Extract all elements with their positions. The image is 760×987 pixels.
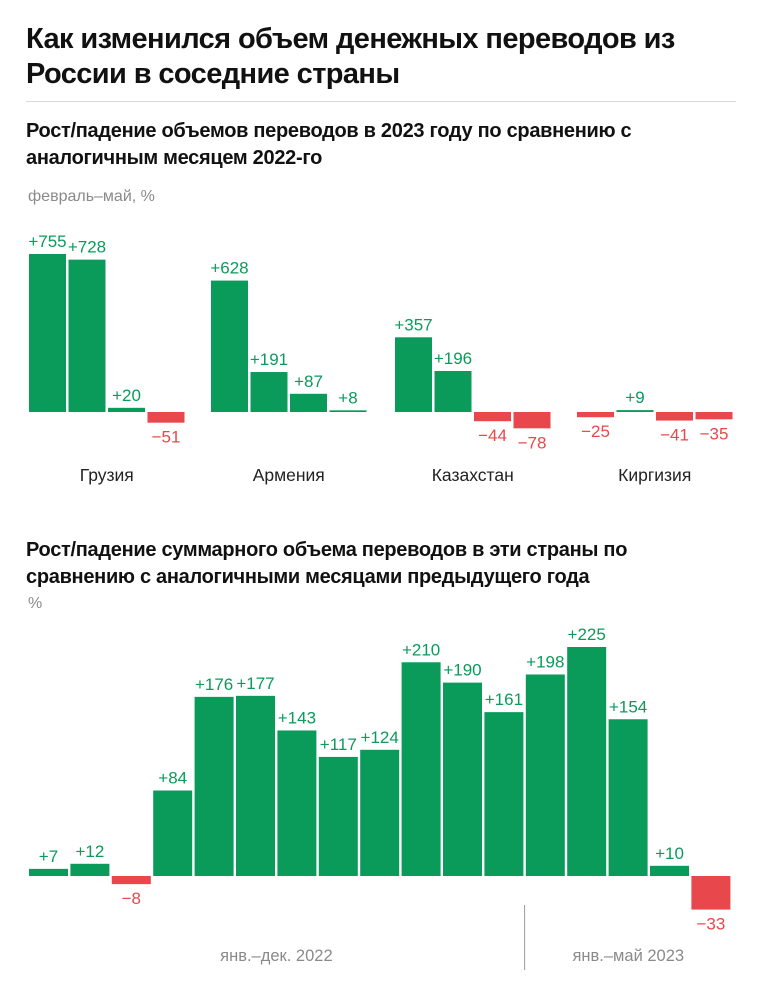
chart1-bar-2-3 [513, 412, 551, 429]
chart2-title: Рост/падение суммарного объема переводов… [26, 539, 628, 588]
page-title: Как изменился объем денежных переводов и… [26, 23, 675, 90]
chart2-bar-1 [70, 863, 110, 876]
chart2-data-label-3: +84 [158, 769, 187, 788]
chart2-data-label-4: +176 [195, 675, 233, 694]
chart1-bar-2-0 [395, 337, 432, 412]
period-label-2022: янв.–дек. 2022 [220, 947, 332, 965]
chart1-unit-label: февраль–май, % [28, 188, 155, 205]
chart2-data-label-13: +225 [568, 625, 606, 644]
chart1-category-label-2: Казахстан [432, 465, 514, 485]
chart2-data-label-14: +154 [609, 697, 647, 716]
chart2-bar-12 [525, 674, 565, 876]
chart2-bar-2 [111, 876, 151, 885]
chart1-data-label-1-1: +191 [250, 350, 288, 369]
chart1-bar-0-0 [29, 254, 66, 412]
chart1-bar-3-2 [656, 412, 693, 421]
chart2-data-label-1: +12 [75, 842, 104, 861]
chart1-category-label-1: Армения [253, 465, 325, 485]
chart2-bar-3 [153, 790, 193, 876]
chart1-bar-2-2 [474, 412, 511, 422]
chart2-data-label-5: +177 [236, 674, 274, 693]
chart2-data-label-7: +117 [320, 735, 357, 754]
chart2-data-label-15: +10 [655, 844, 684, 863]
chart2-bar-13 [567, 647, 607, 876]
chart2-bar-7 [318, 756, 358, 876]
chart2-bar-11 [484, 712, 524, 876]
chart1-bar-0-2 [108, 407, 145, 412]
chart1-bar-1-0 [211, 280, 248, 412]
chart2-data-label-12: +198 [526, 652, 564, 671]
chart2-bar-15 [650, 865, 689, 876]
chart1-data-label-0-0: +755 [28, 232, 66, 251]
chart2-bar-5 [236, 695, 275, 876]
chart2-data-label-10: +190 [443, 661, 481, 680]
chart2-data-label-16: −33 [696, 915, 725, 934]
chart2-data-label-11: +161 [485, 690, 523, 709]
chart2-bar-6 [277, 730, 317, 876]
chart1-category-label-0: Грузия [80, 465, 134, 485]
chart1-category-label-3: Киргизия [618, 465, 691, 485]
period-label-2023: янв.–май 2023 [572, 947, 684, 965]
chart1-data-label-2-1: +196 [434, 349, 472, 368]
chart2-data-label-9: +210 [402, 640, 440, 659]
chart1-data-label-1-2: +87 [294, 372, 323, 391]
chart1-title: Рост/падение объемов переводов в 2023 го… [26, 120, 632, 169]
chart1-data-label-1-0: +628 [210, 259, 248, 278]
chart1-bar-0-3 [147, 412, 185, 423]
chart2-data-label-2: −8 [122, 889, 141, 908]
chart2-bar-9 [401, 662, 441, 876]
chart2-data-label-0: +7 [39, 847, 58, 866]
chart2-data-label-8: +124 [361, 728, 399, 747]
chart1-data-label-0-1: +728 [68, 238, 106, 257]
title-divider [26, 101, 736, 102]
chart1-data-label-3-2: −41 [660, 426, 689, 445]
chart1-data-label-0-3: −51 [152, 428, 181, 447]
chart1-bar-3-3 [695, 412, 733, 420]
chart2-bar-10 [443, 682, 482, 876]
chart1-bar-3-0 [577, 412, 614, 418]
chart2-data-label-6: +143 [278, 708, 316, 727]
chart1-bar-2-1 [434, 370, 472, 412]
chart2-bar-8 [360, 749, 400, 876]
chart1-bar-1-1 [250, 372, 288, 412]
chart2-bar-4 [194, 696, 234, 876]
chart1-bar-0-1 [68, 259, 106, 412]
chart2-bar-16 [691, 876, 731, 910]
chart1-bar-1-2 [290, 393, 327, 412]
chart1-bar-3-1 [616, 410, 654, 412]
chart2-bar-0 [29, 868, 68, 876]
chart1-data-label-3-3: −35 [700, 424, 729, 443]
chart1-data-label-3-1: +9 [625, 388, 644, 407]
chart1-bar-1-3 [329, 410, 367, 412]
chart2-bar-14 [608, 719, 648, 876]
chart1-data-label-2-3: −78 [518, 433, 547, 452]
chart2-unit-label: % [28, 595, 43, 612]
chart1-data-label-2-0: +357 [394, 315, 432, 334]
chart1-data-label-1-3: +8 [338, 388, 357, 407]
chart1-data-label-2-2: −44 [478, 426, 507, 445]
chart1-data-label-3-0: −25 [581, 422, 610, 441]
chart1-data-label-0-2: +20 [112, 386, 141, 405]
